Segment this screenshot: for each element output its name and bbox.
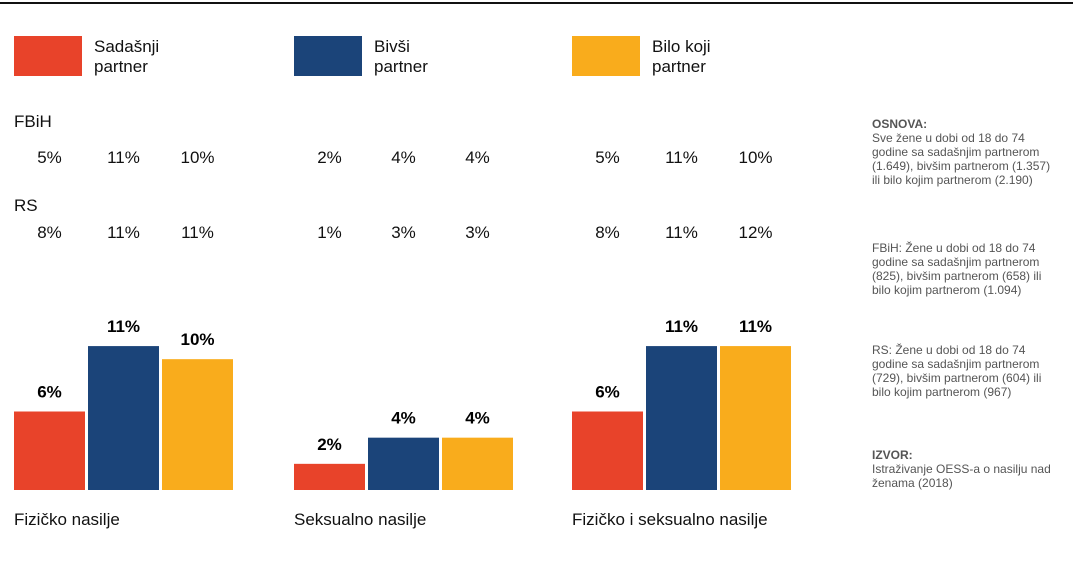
data-label: 10% (180, 330, 214, 349)
table-cell: 11% (181, 223, 214, 242)
legend-label: Sadašnji partner (94, 37, 160, 76)
table-cell: 10% (738, 148, 773, 167)
bar (442, 437, 513, 490)
table-cell: 2% (317, 148, 342, 167)
table-cell: 4% (465, 148, 490, 167)
category-label: Fizičko nasilje (14, 510, 120, 529)
note-text: RS: Žene u dobi od 18 do 74 godine sa sa… (872, 343, 1042, 399)
bar (88, 346, 159, 490)
data-label: 6% (37, 383, 62, 402)
bar (294, 463, 365, 490)
table-cell: 8% (595, 223, 620, 242)
table-cell: 3% (465, 223, 490, 242)
legend-swatch (14, 36, 82, 76)
legend-swatch (294, 36, 362, 76)
table-cell: 4% (391, 148, 416, 167)
note-heading: IZVOR: (872, 448, 913, 462)
table-cell: 11% (665, 148, 698, 167)
table-cell: 3% (391, 223, 416, 242)
table-cell: 8% (37, 223, 62, 242)
top-rule (0, 2, 1073, 4)
bar (720, 346, 791, 490)
table-cell: 5% (37, 148, 62, 167)
table-cell: 11% (665, 223, 698, 242)
note: OSNOVA: Sve žene u dobi od 18 do 74 godin… (872, 117, 1052, 187)
data-label: 4% (391, 409, 416, 428)
note-heading: OSNOVA: (872, 117, 928, 131)
table-cell: 11% (107, 148, 140, 167)
row-label: FBiH (14, 112, 52, 131)
data-label: 6% (595, 383, 620, 402)
table-cell: 5% (595, 148, 620, 167)
note: FBiH: Žene u dobi od 18 do 74 godine sa … (872, 241, 1052, 297)
data-label: 2% (317, 435, 342, 454)
category-label: Seksualno nasilje (294, 510, 427, 529)
table-cell: 1% (317, 223, 342, 242)
legend-label: Bivši partner (374, 37, 428, 76)
table-cell: 10% (180, 148, 215, 167)
row-label: RS (14, 196, 38, 215)
note-text: Istraživanje OESS-a o nasilju nad ženama… (872, 462, 1051, 490)
table-cell: 12% (738, 223, 773, 242)
bar (646, 346, 717, 490)
note: RS: Žene u dobi od 18 do 74 godine sa sa… (872, 343, 1052, 399)
note: IZVOR: Istraživanje OESS-a o nasilju nad … (872, 448, 1052, 490)
category-label: Fizičko i seksualno nasilje (572, 510, 768, 529)
note-text: FBiH: Žene u dobi od 18 do 74 godine sa … (872, 241, 1042, 297)
bar (368, 437, 439, 490)
bar (14, 411, 85, 490)
legend-swatch (572, 36, 640, 76)
legend-label: Bilo koji partner (652, 37, 711, 76)
data-label: 4% (465, 409, 490, 428)
note-text: Sve žene u dobi od 18 do 74 godine sa sa… (872, 131, 1051, 187)
data-label: 11% (665, 317, 698, 336)
bar (572, 411, 643, 490)
table-cell: 11% (107, 223, 140, 242)
bar (162, 359, 233, 490)
data-label: 11% (739, 317, 772, 336)
data-label: 11% (107, 317, 140, 336)
